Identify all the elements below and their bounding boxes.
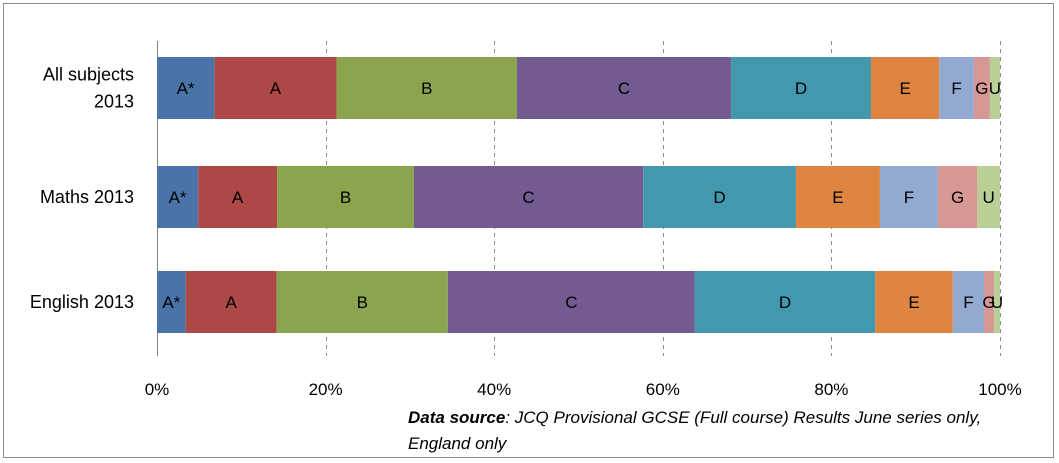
category-labels: All subjects 2013 Maths 2013 English 2013: [30, 65, 134, 313]
bar-segment: [989, 57, 1000, 119]
x-tick-label: 80%: [814, 380, 848, 399]
segment-label: G: [951, 188, 964, 207]
bar-segment: [973, 57, 990, 119]
bars: A* A B C D E F G UA* A B C D E F G UA* A B C D E F GU: [157, 57, 1003, 333]
bar-segment: [413, 166, 644, 228]
bar-segment: [643, 166, 796, 228]
segment-label: U: [989, 79, 1001, 98]
category-label: 2013: [94, 92, 134, 112]
segment-label: A*: [177, 79, 195, 98]
bar-segment: [795, 166, 880, 228]
segment-label: D: [779, 293, 791, 312]
segment-label: A*: [169, 188, 187, 207]
segment-label: F: [951, 79, 961, 98]
bar-segment: [994, 271, 1000, 333]
data-source-label: Data source: [408, 408, 506, 427]
bar-segment: [879, 166, 938, 228]
bar-segment: [871, 57, 940, 119]
bar-segment: [447, 271, 695, 333]
x-tick-label: 100%: [978, 380, 1021, 399]
x-tick-label: 40%: [477, 380, 511, 399]
x-tick-label: 0%: [145, 380, 170, 399]
segment-label: A*: [162, 293, 180, 312]
bar-segment: [157, 271, 186, 333]
bar-segment: [516, 57, 732, 119]
bar-segment: [939, 57, 974, 119]
category-label: English 2013: [30, 292, 134, 312]
segment-label: A: [232, 188, 244, 207]
segment-label: B: [340, 188, 351, 207]
segment-label: C: [618, 79, 630, 98]
data-source-text: : JCQ Provisional GCSE (Full course) Res…: [408, 408, 982, 453]
bar-segment: [952, 271, 984, 333]
segment-label: G: [975, 79, 988, 98]
bar-segment: [198, 166, 278, 228]
bar-segment: [977, 166, 1000, 228]
segment-label: U: [983, 188, 995, 207]
x-tick-label: 20%: [309, 380, 343, 399]
segment-label: E: [832, 188, 843, 207]
bar-segment: [277, 166, 414, 228]
segment-label: B: [421, 79, 432, 98]
bar-segment: [875, 271, 953, 333]
bar-segment: [214, 57, 337, 119]
chart-frame: A* A B C D E F G U A* A B C D E F G U A* A B C D E F G U All subje…: [3, 3, 1054, 458]
category-label: All subjects: [43, 65, 134, 85]
segment-label: D: [713, 188, 725, 207]
data-source-note: Data source: JCQ Provisional GCSE (Full …: [408, 405, 1008, 457]
segment-label: G: [982, 293, 995, 312]
segment-label: D: [795, 79, 807, 98]
bar-segment: [157, 57, 215, 119]
segment-label: A: [226, 293, 238, 312]
bar-segment: [185, 271, 277, 333]
x-axis-tick-labels: 0% 20% 40% 60% 80% 100%: [145, 380, 1022, 399]
category-label: Maths 2013: [40, 187, 134, 207]
stacked-bar-chart: A* A B C D E F G UA* A B C D E F G UA* A B C D E F GU All subje…: [30, 41, 1022, 399]
bar-segment: [694, 271, 876, 333]
bar-segment: [276, 271, 448, 333]
bar-segment: [731, 57, 872, 119]
segment-label: E: [908, 293, 919, 312]
segment-label: E: [899, 79, 910, 98]
segment-label: C: [565, 293, 577, 312]
segment-label: F: [904, 188, 914, 207]
bar-segment: [937, 166, 978, 228]
segment-label: B: [357, 293, 368, 312]
bar-segment: [983, 271, 995, 333]
segment-label: C: [522, 188, 534, 207]
segment-label: U: [991, 293, 1003, 312]
segment-label: F: [963, 293, 973, 312]
bar-segment: [336, 57, 517, 119]
segment-label: A: [270, 79, 282, 98]
bar-segment: [157, 166, 199, 228]
x-tick-label: 60%: [646, 380, 680, 399]
